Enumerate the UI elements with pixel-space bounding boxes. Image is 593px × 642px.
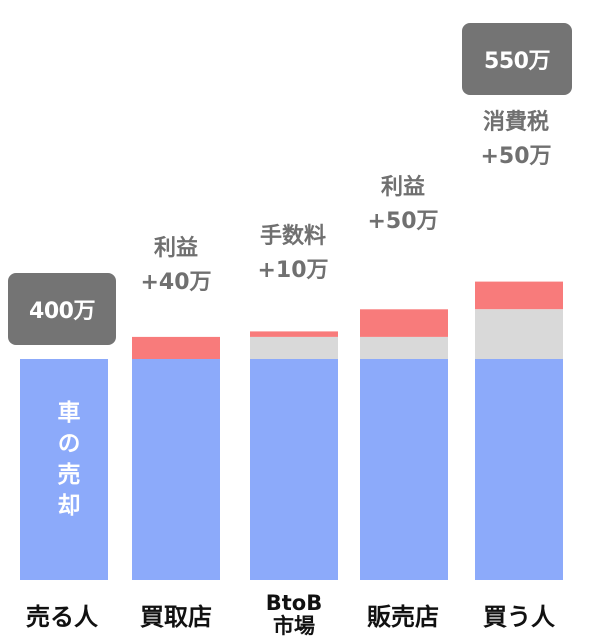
annotation-buyback-margin: 利益 +40万 (126, 232, 226, 300)
bar-b2b-market-base (250, 359, 338, 580)
sell-bar-label: 車の売却 (53, 400, 79, 524)
annotation-dealer-title: 利益 (380, 175, 425, 200)
annotation-tax-title: 消費税 (482, 110, 549, 135)
x-label-buyback-shop: 買取店 (140, 603, 212, 631)
x-label-b2b-market: BtoB 市場 (265, 591, 323, 638)
price-badge-sell: 400万 (8, 273, 116, 345)
bar-b2b-market-cost (250, 336, 338, 359)
annotation-buyback-title: 利益 (153, 236, 198, 261)
bar-dealer-base (360, 359, 448, 580)
annotation-buyback-value: +40万 (140, 270, 212, 295)
annotation-b2b-fee: 手数料 +10万 (238, 220, 348, 288)
x-label-seller: 売る人 (26, 603, 98, 631)
bar-seller-base (20, 359, 108, 580)
bar-buyer-margin (475, 281, 563, 310)
annotation-tax-value: +50万 (480, 144, 552, 169)
price-badge-buy: 550万 (462, 23, 572, 95)
bar-dealer-cost (360, 336, 448, 359)
bar-dealer-margin (360, 309, 448, 337)
bar-b2b-market-margin (250, 331, 338, 337)
annotation-b2b-title: 手数料 (259, 224, 326, 249)
annotation-dealer-margin: 利益 +50万 (353, 171, 453, 239)
bar-buyback-shop-base (132, 359, 220, 580)
annotation-dealer-value: +50万 (367, 209, 439, 234)
bar-buyer-base (475, 359, 563, 580)
x-label-buyer: 買う人 (483, 603, 555, 631)
x-label-dealer: 販売店 (367, 603, 439, 631)
annotation-b2b-value: +10万 (257, 258, 329, 283)
annotation-consumption-tax: 消費税 +50万 (461, 106, 571, 174)
bar-buyer-cost (475, 309, 563, 359)
bar-buyback-shop-margin (132, 336, 220, 359)
